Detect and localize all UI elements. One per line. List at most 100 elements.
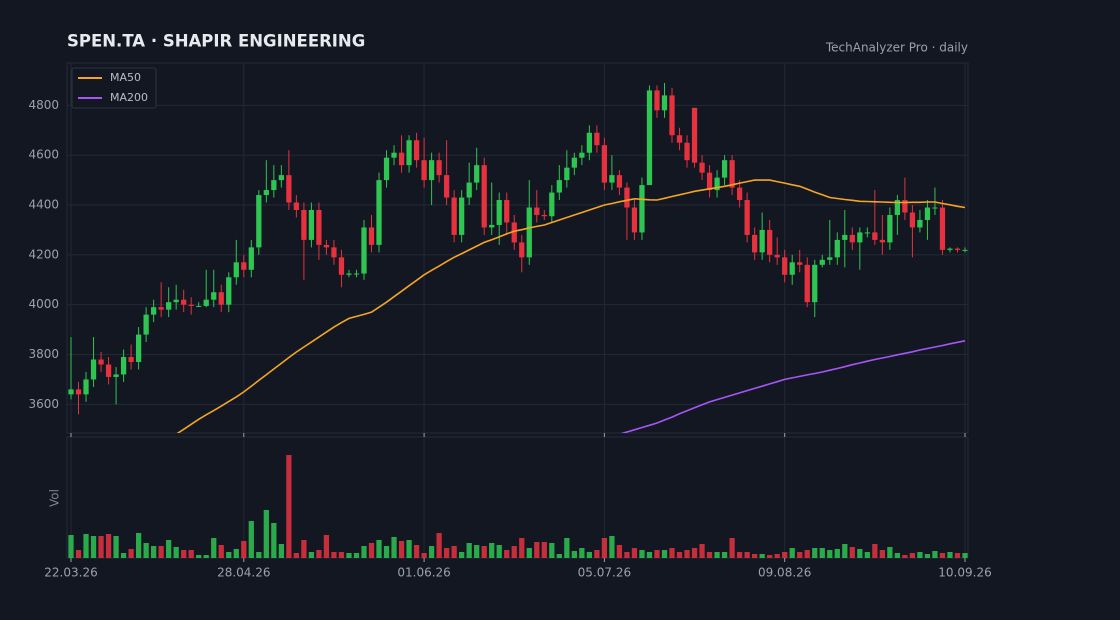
volume-bar	[361, 546, 367, 558]
candle-body	[842, 234, 848, 240]
candle-body	[947, 248, 953, 250]
candle-body	[616, 175, 623, 188]
volume-bar	[752, 554, 758, 558]
candle-body	[444, 175, 450, 198]
candle-body	[654, 90, 660, 111]
volume-bar	[504, 550, 510, 558]
volume-bar	[436, 533, 442, 558]
chart-subtitle: TechAnalyzer Pro · daily	[825, 41, 968, 55]
candle-body	[105, 364, 112, 377]
volume-bar	[721, 552, 728, 558]
candle-body	[827, 257, 833, 260]
candle-body	[413, 140, 420, 161]
candle-body	[586, 132, 592, 153]
volume-bars	[68, 455, 968, 558]
volume-bar	[902, 555, 908, 558]
candle-body	[639, 185, 645, 233]
candle-body	[939, 207, 946, 250]
volume-bar	[158, 546, 164, 558]
candle-body	[699, 162, 705, 173]
candle-body	[301, 210, 307, 240]
volume-bar	[474, 545, 480, 558]
candle-body	[376, 180, 382, 245]
candle-body	[293, 202, 300, 211]
volume-bar	[947, 552, 953, 558]
candle-body	[383, 157, 390, 181]
candle-body	[549, 192, 555, 217]
candle-body	[256, 195, 262, 248]
volume-bar	[924, 554, 931, 558]
candle-body	[233, 262, 239, 278]
volume-bar	[233, 549, 239, 558]
candle-body	[579, 152, 585, 158]
volume-bar	[331, 552, 337, 558]
volume-bar	[586, 552, 592, 558]
volume-bar	[459, 552, 465, 558]
candle-body	[804, 264, 810, 303]
candle-body	[406, 140, 412, 166]
volume-bar	[143, 543, 149, 558]
candle-body	[661, 95, 668, 111]
candle-body	[173, 299, 179, 303]
x-tick-label: 22.03.26	[44, 566, 97, 580]
volume-bar	[684, 550, 690, 558]
volume-bar	[263, 510, 269, 558]
volume-bar	[699, 544, 705, 558]
candle-body	[624, 187, 630, 208]
volume-bar	[511, 546, 517, 558]
volume-bar	[556, 554, 562, 558]
candle-body	[323, 244, 330, 248]
volume-bar	[549, 543, 555, 558]
candle-body	[203, 299, 209, 306]
candle-body	[849, 234, 855, 243]
volume-bar	[301, 540, 307, 558]
volume-bar	[894, 553, 901, 558]
volume-bar	[736, 552, 743, 558]
candle-body	[894, 200, 901, 215]
volume-bar	[376, 540, 382, 558]
candle-body	[819, 259, 825, 265]
candle-body	[601, 145, 608, 183]
volume-bar	[188, 550, 194, 558]
volume-bar	[932, 551, 938, 558]
volume-bar	[241, 541, 247, 558]
volume-bar	[248, 521, 254, 558]
candle-body	[631, 207, 638, 233]
ma-line	[176, 179, 966, 433]
candle-body	[541, 214, 547, 217]
price-panel	[66, 62, 969, 434]
candle-body	[962, 249, 968, 251]
legend-label: MA50	[110, 71, 141, 84]
candles	[68, 82, 968, 415]
candle-body	[474, 165, 480, 183]
volume-bar	[661, 550, 668, 558]
candle-body	[263, 190, 269, 196]
candle-body	[504, 200, 510, 223]
volume-bar	[105, 534, 112, 558]
volume-bar	[849, 547, 855, 558]
candle-body	[346, 273, 352, 275]
volume-bar	[789, 548, 795, 558]
candle-body	[736, 187, 743, 201]
volume-bar	[706, 552, 713, 558]
volume-bar	[338, 552, 345, 558]
volume-bar	[797, 552, 803, 558]
candle-body	[391, 152, 397, 158]
candle-body	[113, 374, 119, 377]
volume-bar	[75, 550, 82, 558]
volume-bar	[519, 538, 525, 558]
volume-bar	[624, 552, 630, 558]
volume-bar	[428, 546, 435, 558]
volume-bar	[413, 545, 420, 558]
candle-body	[68, 389, 74, 395]
candle-body	[782, 257, 788, 275]
candle-body	[571, 157, 577, 168]
candle-body	[489, 224, 495, 228]
volume-bar	[812, 548, 818, 558]
candle-body	[564, 167, 570, 181]
candle-body	[421, 160, 427, 181]
y-tick-label: 4600	[28, 148, 59, 162]
volume-bar	[631, 548, 638, 558]
